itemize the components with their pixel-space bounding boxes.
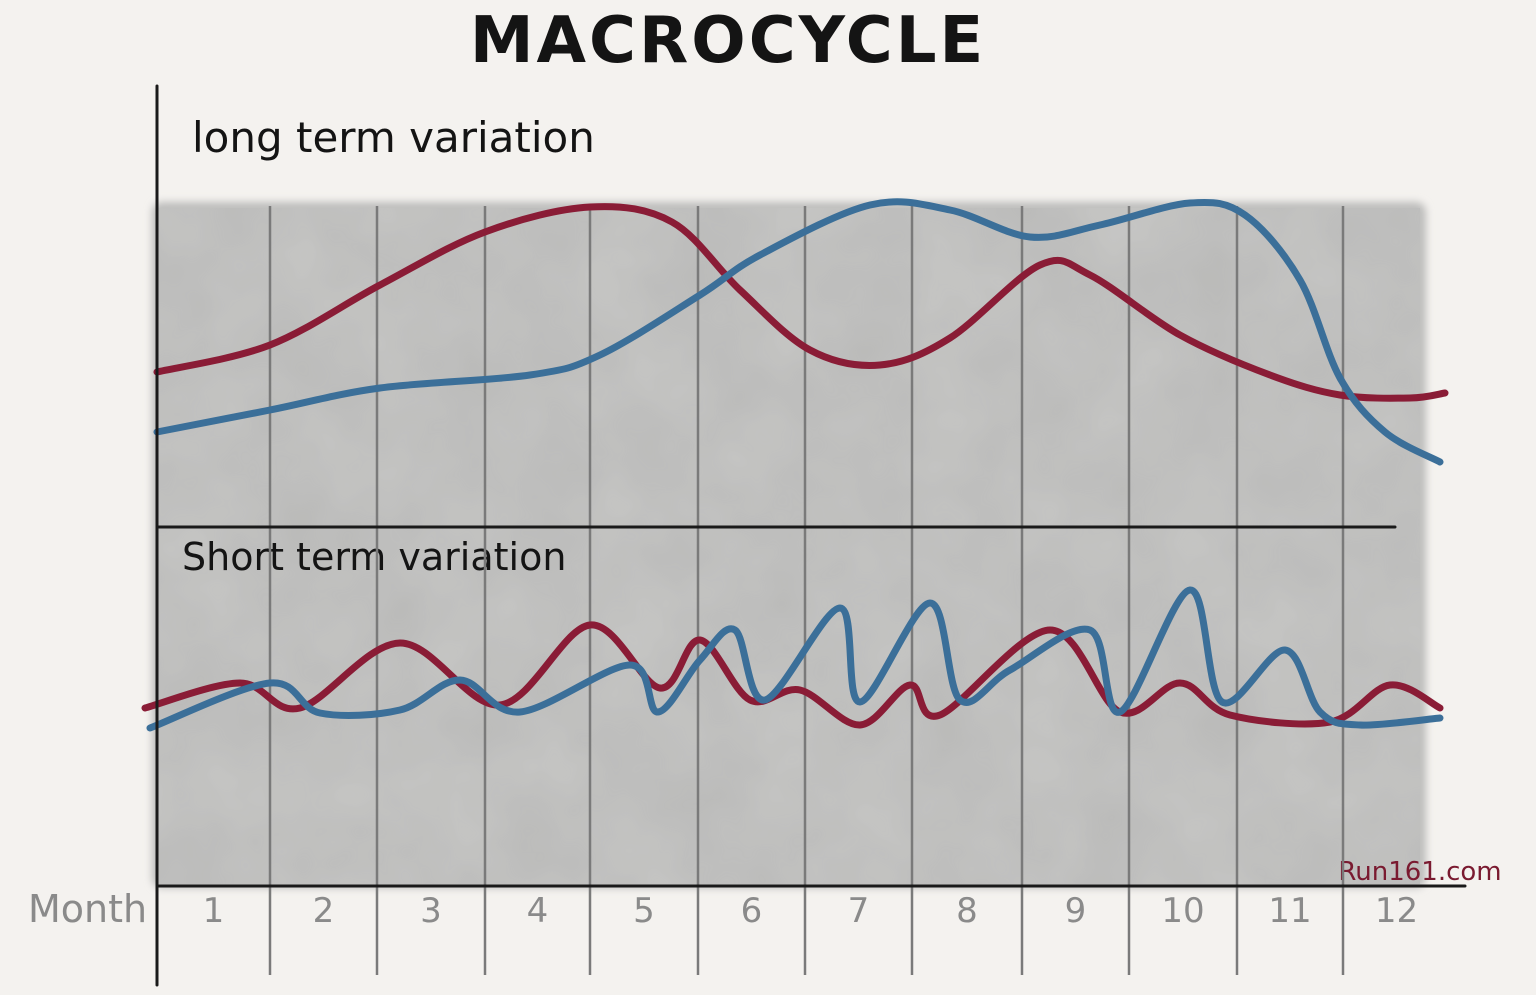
curve <box>146 586 1444 732</box>
panel-label: long term variation <box>192 113 595 162</box>
panel-label: Short term variation <box>182 535 566 579</box>
title: MACROCYCLE <box>470 4 986 78</box>
month-label: 4 <box>527 891 549 931</box>
curve <box>153 198 1444 466</box>
x-axis-label: Month <box>28 887 147 931</box>
month-label: 12 <box>1375 891 1418 931</box>
curves <box>141 198 1449 732</box>
curve <box>141 621 1444 729</box>
month-labels: 1 2 3 4 5 6 7 8 9 10 11 12 <box>203 891 1418 931</box>
month-label: 5 <box>633 891 655 931</box>
month-label: 11 <box>1268 891 1311 931</box>
month-grid <box>268 206 1345 975</box>
month-label: 7 <box>848 891 870 931</box>
month-label: 2 <box>313 891 335 931</box>
month-label: 10 <box>1161 891 1204 931</box>
month-label: 1 <box>203 891 225 931</box>
credit: Run161.com <box>1338 857 1501 887</box>
curve <box>153 203 1449 402</box>
month-label: 8 <box>956 891 978 931</box>
grey-wash <box>158 208 1420 884</box>
month-label: 9 <box>1065 891 1087 931</box>
month-label: 3 <box>420 891 442 931</box>
month-label: 6 <box>741 891 763 931</box>
